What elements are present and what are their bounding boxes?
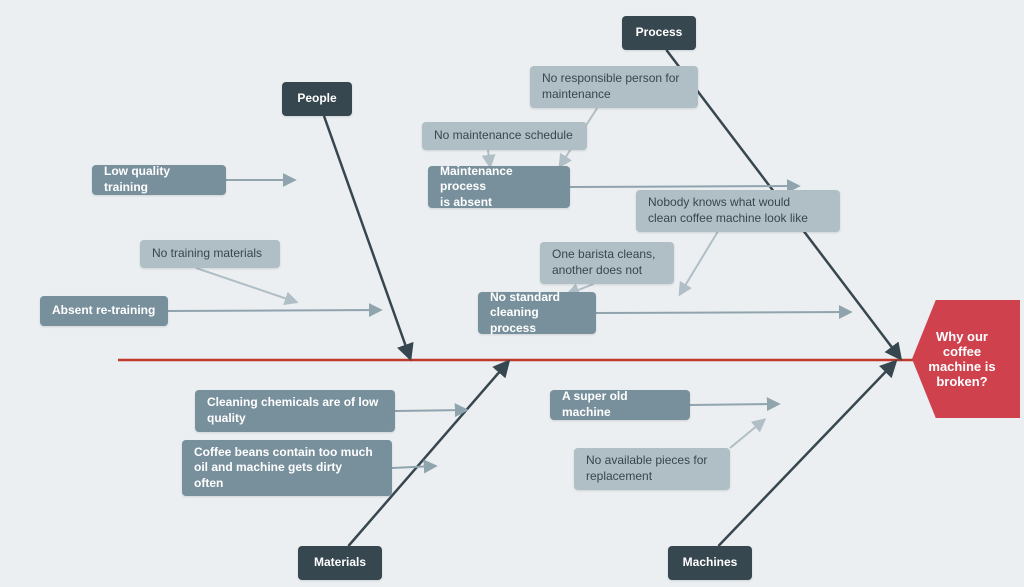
cause-no_resp_person: No responsible person for maintenance (530, 66, 698, 108)
category-materials: Materials (298, 546, 382, 580)
cause-label: No available pieces for replacement (586, 453, 707, 484)
category-label: People (297, 91, 336, 107)
category-process: Process (622, 16, 696, 50)
cause-label: Coffee beans contain too much oil and ma… (194, 445, 373, 492)
cause-label: Absent re-training (52, 303, 155, 319)
cause-label: No standard cleaning process (490, 290, 584, 337)
cause-no_training_materials: No training materials (140, 240, 280, 268)
cause-no_maint_sched: No maintenance schedule (422, 122, 587, 150)
cause-label: Cleaning chemicals are of low quality (207, 395, 378, 426)
cause-one_barista: One barista cleans, another does not (540, 242, 674, 284)
cause-label: A super old machine (562, 389, 678, 420)
cause-label: No responsible person for maintenance (542, 71, 679, 102)
category-label: Machines (683, 555, 738, 571)
cause-label: Low quality training (104, 164, 214, 195)
cause-label: Nobody knows what would clean coffee mac… (648, 195, 808, 226)
cause-coffee_beans: Coffee beans contain too much oil and ma… (182, 440, 392, 496)
cause-no_std_clean: No standard cleaning process (478, 292, 596, 334)
cause-old_machine: A super old machine (550, 390, 690, 420)
problem-head: Why our coffee machine is broken? (912, 300, 1020, 418)
cause-label: No training materials (152, 246, 262, 262)
cause-maint_absent: Maintenance process is absent (428, 166, 570, 208)
cause-label: One barista cleans, another does not (552, 247, 655, 278)
cause-chemicals: Cleaning chemicals are of low quality (195, 390, 395, 432)
category-people: People (282, 82, 352, 116)
problem-head-label: Why our coffee machine is broken? (922, 329, 1002, 389)
category-machines: Machines (668, 546, 752, 580)
cause-low_quality_training: Low quality training (92, 165, 226, 195)
cause-nobody_knows: Nobody knows what would clean coffee mac… (636, 190, 840, 232)
category-label: Process (636, 25, 683, 41)
cause-label: Maintenance process is absent (440, 164, 558, 211)
cause-no_pieces: No available pieces for replacement (574, 448, 730, 490)
cause-absent_retraining: Absent re-training (40, 296, 168, 326)
category-label: Materials (314, 555, 366, 571)
fishbone-canvas: People Process Materials Machines Low qualit… (0, 0, 1024, 587)
cause-label: No maintenance schedule (434, 128, 573, 144)
